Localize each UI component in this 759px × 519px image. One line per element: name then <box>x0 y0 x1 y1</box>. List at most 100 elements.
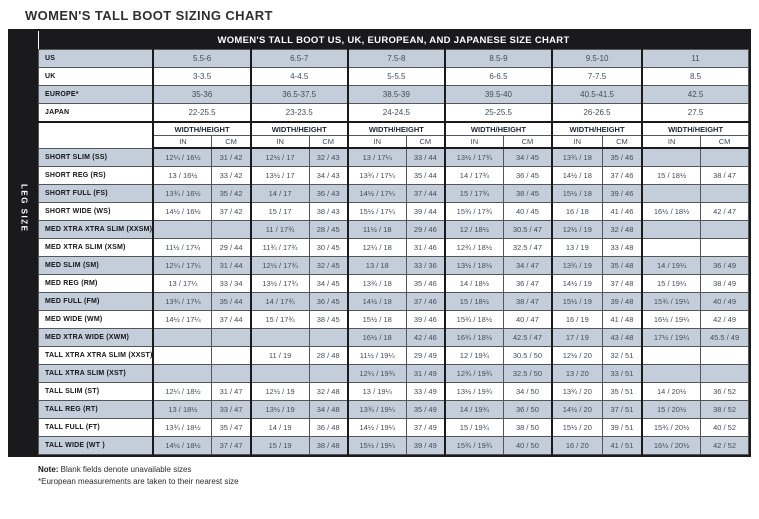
size-cell: 13 / 20 <box>550 364 603 383</box>
size-cell: 14 / 19 <box>249 418 310 437</box>
size-cell: 16¾ / 18½ <box>443 328 504 347</box>
size-cell: 13½ / 19¾ <box>443 382 504 401</box>
size-cell <box>249 328 310 347</box>
size-cell: 41 / 46 <box>601 202 643 221</box>
size-cell: 37 / 42 <box>211 202 252 221</box>
size-cell <box>700 364 749 383</box>
size-cell: 33 / 51 <box>601 364 643 383</box>
leg-row: MED XTRA SLIM (XSM) 11½ / 17¼ 29 / 44 11¾ /… <box>38 238 749 257</box>
size-cell: 14½ / 20 <box>550 400 603 419</box>
width-height-header: WIDTH/HEIGHT <box>550 121 643 136</box>
size-cell <box>641 220 702 239</box>
leg-row: TALL XTRA XTRA SLIM (XXST) 11 / 19 28 / 48… <box>38 346 749 365</box>
leg-row-label: SHORT WIDE (WS) <box>38 202 154 221</box>
size-cell: 14½ / 17¼ <box>346 184 407 203</box>
size-cell: 40 / 47 <box>502 310 553 329</box>
size-cell: 35 / 51 <box>601 382 643 401</box>
size-row: UK 3-3.5 4-4.5 5-5.5 6-6.5 7-7.5 8.5 <box>38 67 750 86</box>
leg-row-label: SHORT FULL (FS) <box>38 184 154 203</box>
size-cell: 14½ / 18 <box>346 292 407 311</box>
size-cell: 36 / 50 <box>502 400 553 419</box>
size-value: 3-3.5 <box>152 67 252 86</box>
size-cell: 34 / 43 <box>308 166 349 185</box>
size-cell: 14 / 17¾ <box>249 292 310 311</box>
size-cell: 14½ / 19 <box>550 274 603 293</box>
size-cell: 36 / 43 <box>308 184 349 203</box>
size-cell: 13 / 17¼ <box>152 274 213 293</box>
leg-row: MED WIDE (WM) 14½ / 17¼ 37 / 44 15 / 17¾ 38 … <box>38 310 749 329</box>
spacer-cell <box>38 121 154 149</box>
size-cell: 12½ / 20 <box>550 346 603 365</box>
width-height-header: WIDTH/HEIGHT <box>346 121 446 136</box>
size-cell: 29 / 44 <box>211 238 252 257</box>
unit-in-header: IN <box>346 135 407 149</box>
size-cell: 14½ / 19¼ <box>346 418 407 437</box>
size-cell: 38 / 50 <box>502 418 553 437</box>
size-cell: 13½ / 17¾ <box>249 274 310 293</box>
size-cell: 14 / 19¾ <box>443 400 504 419</box>
size-cell: 43 / 48 <box>601 328 643 347</box>
size-cell: 14½ / 16½ <box>152 202 213 221</box>
size-cell: 42 / 46 <box>405 328 446 347</box>
leg-row-label: MED XTRA SLIM (XSM) <box>38 238 154 257</box>
size-value: 8.5-9 <box>443 49 553 68</box>
size-cell: 32 / 51 <box>601 346 643 365</box>
size-row: JAPAN 22-25.5 23-23.5 24-24.5 25-25.5 26-26.5… <box>38 103 750 123</box>
size-cell <box>641 184 702 203</box>
size-cell: 14 / 19¼ <box>641 256 702 275</box>
unit-cm-header: CM <box>700 135 749 149</box>
size-cell: 35 / 46 <box>601 147 643 167</box>
unit-in-header: IN <box>641 135 702 149</box>
size-value: 5-5.5 <box>346 67 446 86</box>
unit-in-header: IN <box>249 135 310 149</box>
size-cell: 11½ / 18 <box>346 220 407 239</box>
size-cell: 37 / 49 <box>405 418 446 437</box>
size-cell: 37 / 47 <box>211 436 252 455</box>
leg-row-label: TALL FULL (FT) <box>38 418 154 437</box>
size-cell: 31 / 47 <box>211 382 252 401</box>
size-cell: 12¼ / 18 <box>346 238 407 257</box>
size-value: 6.5-7 <box>249 49 349 68</box>
size-cell: 15¾ / 19¾ <box>443 436 504 455</box>
size-cell <box>700 220 749 239</box>
note-text: Blank fields denote unavailable sizes <box>58 465 192 474</box>
leg-row-label: TALL XTRA XTRA SLIM (XXST) <box>38 346 154 365</box>
size-row-label: US <box>38 49 154 68</box>
size-cell <box>152 220 213 239</box>
size-cell: 33 / 47 <box>211 400 252 419</box>
size-cell: 41 / 48 <box>601 310 643 329</box>
leg-row: MED REG (RM) 13 / 17¼ 33 / 34 13½ / 17¾ 34 /… <box>38 274 749 293</box>
width-height-header: WIDTH/HEIGHT <box>152 121 252 136</box>
size-cell <box>211 328 252 347</box>
size-value: 25-25.5 <box>443 103 553 123</box>
size-cell: 15½ / 17¼ <box>346 202 407 221</box>
size-cell: 42 / 47 <box>700 202 749 221</box>
size-value: 7.5-8 <box>346 49 446 68</box>
size-cell: 33 / 34 <box>211 274 252 293</box>
size-cell: 33 / 48 <box>601 238 643 257</box>
leg-row: SHORT REG (RS) 13 / 16½ 33 / 42 13½ / 17 34 … <box>38 166 749 185</box>
size-cell: 15 / 17 <box>249 202 310 221</box>
size-cell: 16½ / 19¼ <box>641 310 702 329</box>
leg-size-sidebar: LEG SIZE <box>10 31 38 455</box>
size-cell: 15 / 17¾ <box>249 310 310 329</box>
size-value: 36.5-37.5 <box>249 85 349 104</box>
size-cell: 45.5 / 49 <box>700 328 749 347</box>
size-cell: 32 / 48 <box>601 220 643 239</box>
size-cell: 13½ / 17¾ <box>443 147 504 167</box>
size-cell: 36 / 47 <box>502 274 553 293</box>
size-cell: 32.5 / 47 <box>502 238 553 257</box>
size-cell: 13¾ / 20 <box>550 382 603 401</box>
unit-cm-header: CM <box>211 135 252 149</box>
size-cell: 14 / 18½ <box>443 274 504 293</box>
size-cell <box>641 238 702 257</box>
units-row: IN CM IN CM IN CM IN CM IN CM IN CM <box>39 135 749 149</box>
size-cell: 15 / 19 <box>249 436 310 455</box>
size-cell: 13½ / 19 <box>249 400 310 419</box>
size-cell: 15½ / 19 <box>550 292 603 311</box>
size-cell <box>700 184 749 203</box>
size-cell: 16½ / 18½ <box>641 202 702 221</box>
size-cell: 38 / 49 <box>700 274 749 293</box>
size-cell: 31 / 42 <box>211 147 252 167</box>
size-cell: 36 / 45 <box>502 166 553 185</box>
